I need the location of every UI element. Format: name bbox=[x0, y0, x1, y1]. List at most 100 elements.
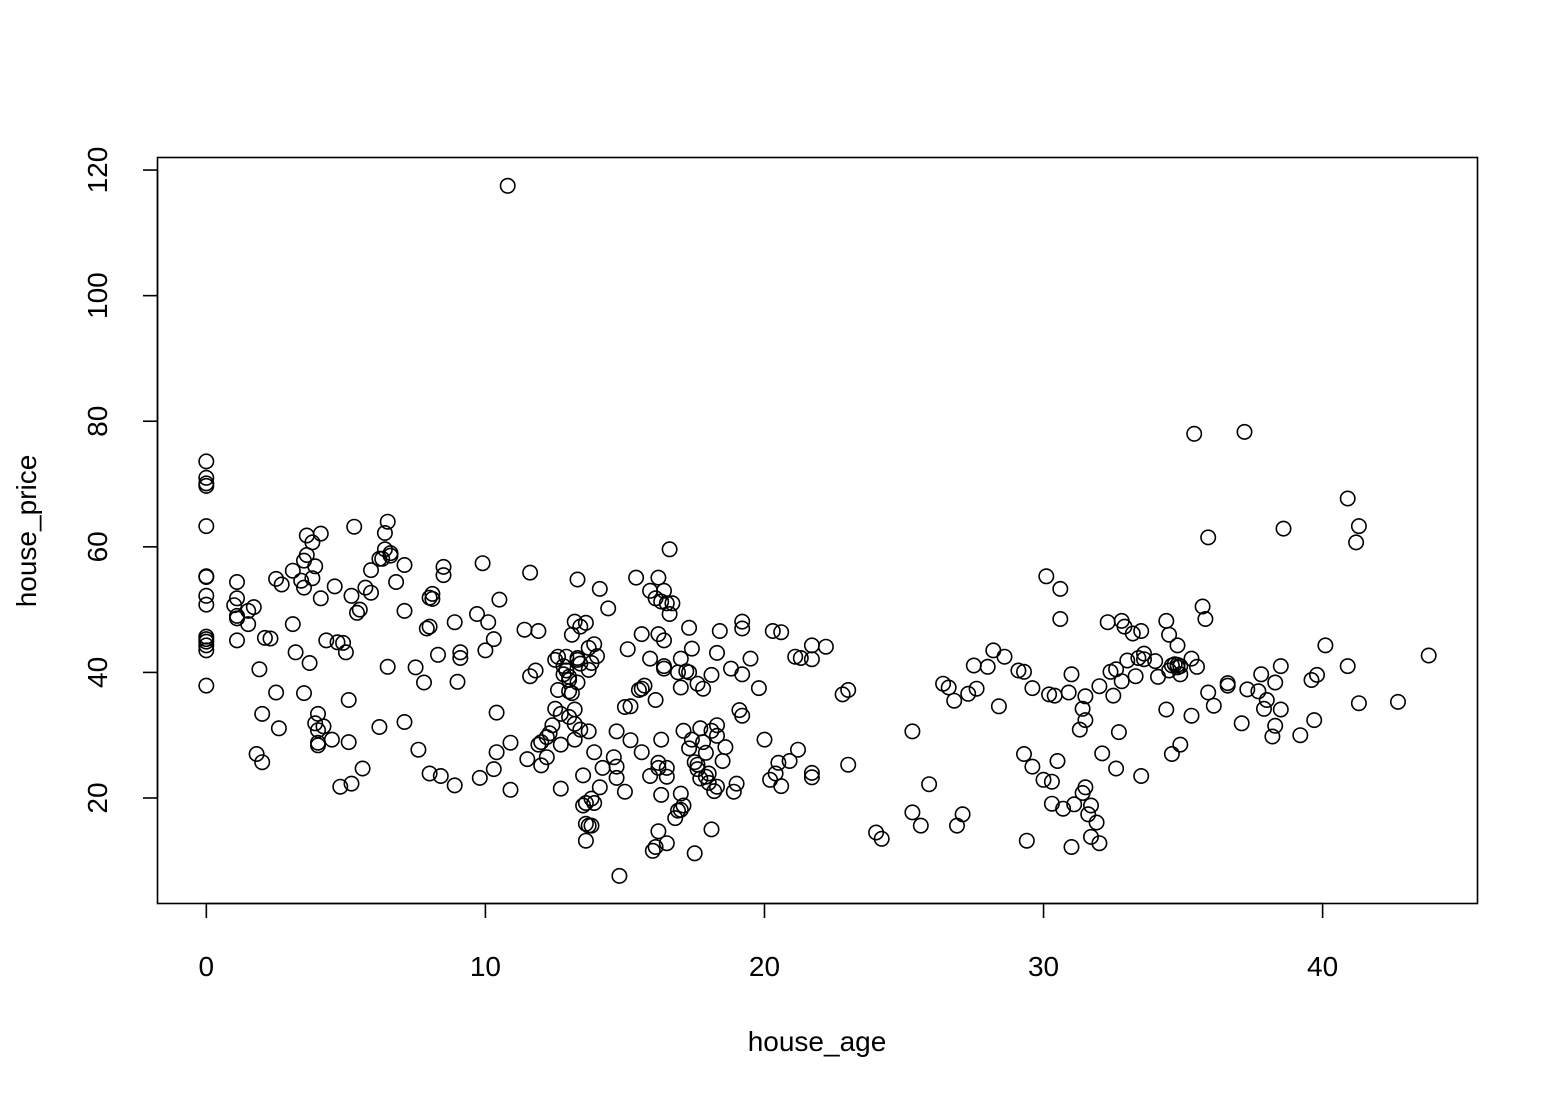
data-point bbox=[1119, 652, 1136, 669]
data-point bbox=[647, 691, 664, 708]
data-point bbox=[343, 775, 360, 792]
data-point bbox=[583, 817, 600, 834]
data-point bbox=[415, 674, 432, 691]
data-point bbox=[703, 666, 720, 683]
data-point bbox=[642, 650, 659, 667]
data-point bbox=[1275, 520, 1292, 537]
data-point bbox=[611, 867, 628, 884]
data-point bbox=[700, 774, 717, 791]
data-point bbox=[764, 622, 781, 639]
data-point bbox=[1219, 677, 1236, 694]
data-point bbox=[538, 749, 555, 766]
data-point bbox=[552, 705, 569, 722]
data-point bbox=[421, 765, 438, 782]
data-point bbox=[1113, 673, 1130, 690]
data-point bbox=[1136, 645, 1153, 662]
data-point bbox=[770, 754, 787, 771]
data-point bbox=[1077, 712, 1094, 729]
data-point bbox=[948, 817, 965, 834]
data-point bbox=[376, 524, 393, 541]
data-point bbox=[1124, 625, 1141, 642]
data-point bbox=[340, 691, 357, 708]
data-point bbox=[667, 810, 684, 827]
data-point bbox=[650, 569, 667, 586]
data-point bbox=[583, 790, 600, 807]
data-point bbox=[351, 601, 368, 618]
data-point bbox=[371, 718, 388, 735]
data-point bbox=[1250, 683, 1267, 700]
data-point bbox=[446, 777, 463, 794]
data-point bbox=[619, 641, 636, 658]
data-point bbox=[658, 759, 675, 776]
data-point bbox=[337, 644, 354, 661]
data-point bbox=[435, 567, 452, 584]
data-point bbox=[622, 698, 639, 715]
data-point bbox=[270, 720, 287, 737]
data-point bbox=[312, 590, 329, 607]
data-point bbox=[1183, 707, 1200, 724]
data-point bbox=[1105, 687, 1122, 704]
data-point bbox=[817, 638, 834, 655]
data-point bbox=[572, 721, 589, 738]
data-point bbox=[379, 658, 396, 675]
data-point bbox=[1239, 681, 1256, 698]
x-tick-label: 30 bbox=[1028, 951, 1059, 982]
data-point bbox=[734, 620, 751, 637]
data-point bbox=[650, 759, 667, 776]
data-point bbox=[979, 658, 996, 675]
data-point bbox=[681, 664, 698, 681]
data-point bbox=[569, 674, 586, 691]
data-point bbox=[432, 767, 449, 784]
data-point bbox=[664, 595, 681, 612]
data-point bbox=[750, 680, 767, 697]
data-point bbox=[1015, 745, 1032, 762]
data-point bbox=[1303, 671, 1320, 688]
data-point bbox=[343, 587, 360, 604]
data-point bbox=[683, 731, 700, 748]
data-point bbox=[644, 842, 661, 859]
data-point bbox=[1205, 697, 1222, 714]
data-point bbox=[273, 576, 290, 593]
data-point bbox=[304, 534, 321, 551]
data-point bbox=[1133, 767, 1150, 784]
data-point bbox=[1292, 727, 1309, 744]
data-point bbox=[312, 525, 329, 542]
data-point bbox=[1024, 680, 1041, 697]
data-point bbox=[348, 604, 365, 621]
data-point bbox=[1150, 668, 1167, 685]
data-point bbox=[580, 661, 597, 678]
data-point bbox=[1063, 838, 1080, 855]
data-point bbox=[714, 752, 731, 769]
data-point bbox=[541, 725, 558, 742]
data-point bbox=[1172, 736, 1189, 753]
x-tick-label: 40 bbox=[1307, 951, 1338, 982]
data-point bbox=[527, 662, 544, 679]
data-point bbox=[1272, 701, 1289, 718]
data-point bbox=[1264, 728, 1281, 745]
data-point bbox=[773, 624, 790, 641]
data-point bbox=[708, 717, 725, 734]
data-point bbox=[940, 679, 957, 696]
data-point bbox=[742, 650, 759, 667]
data-point bbox=[262, 630, 279, 647]
data-point bbox=[1189, 658, 1206, 675]
data-point bbox=[594, 759, 611, 776]
data-point bbox=[485, 761, 502, 778]
data-point bbox=[1172, 666, 1189, 683]
data-point bbox=[1074, 700, 1091, 717]
data-point bbox=[990, 698, 1007, 715]
data-point bbox=[586, 794, 603, 811]
data-point bbox=[251, 661, 268, 678]
data-point bbox=[293, 572, 310, 589]
data-point bbox=[672, 679, 689, 696]
data-point bbox=[471, 769, 488, 786]
data-point bbox=[424, 585, 441, 602]
data-point bbox=[1267, 674, 1284, 691]
data-point bbox=[533, 734, 550, 751]
data-point bbox=[268, 684, 285, 701]
data-point bbox=[1420, 647, 1437, 664]
data-point bbox=[304, 570, 321, 587]
data-point bbox=[566, 715, 583, 732]
data-point bbox=[1267, 717, 1284, 734]
